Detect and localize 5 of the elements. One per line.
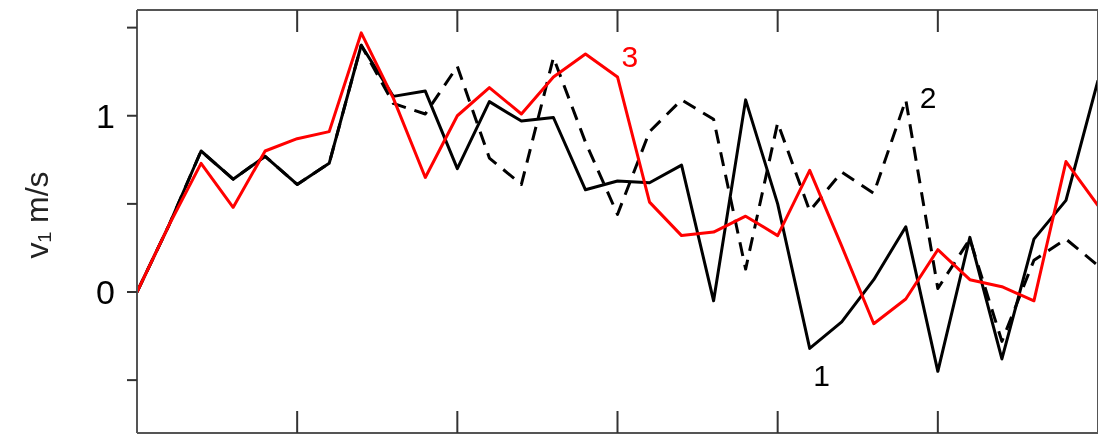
series-label: 2	[919, 80, 937, 114]
series-label: 1	[813, 359, 831, 393]
series-label: 3	[621, 39, 639, 73]
y-tick-label: 0	[96, 273, 115, 312]
y-axis-title: v₁ m/s	[19, 171, 55, 259]
